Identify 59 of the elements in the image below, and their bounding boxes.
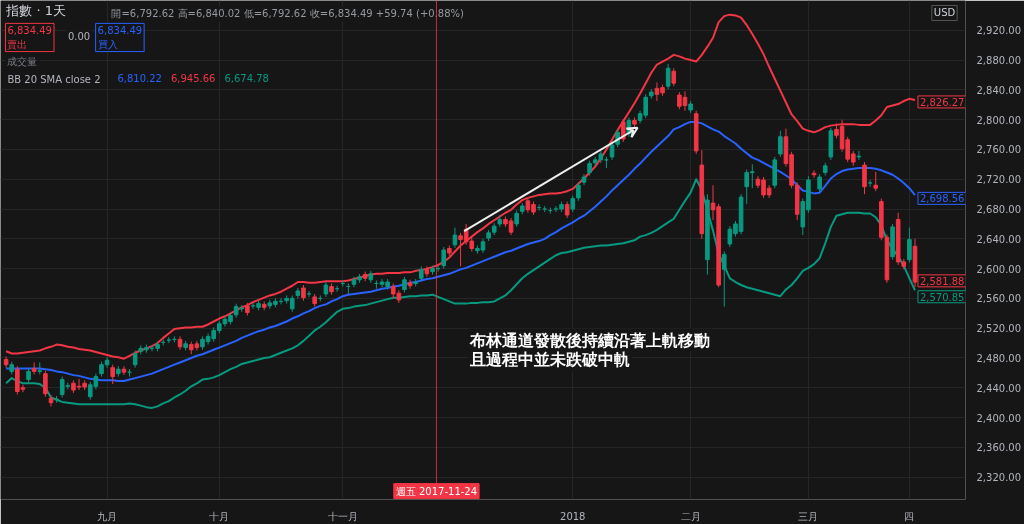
- x-tick-label: 十月: [209, 510, 230, 522]
- annotation: BB 20 SMA close 2: [7, 74, 101, 86]
- annotation: 成交量: [7, 56, 38, 68]
- text: 2,698.56: [919, 193, 965, 205]
- y-tick-label: 2,400.00: [976, 412, 1022, 424]
- annotation: 週五 2017-11-24: [395, 485, 478, 497]
- candlestick: [441, 246, 447, 270]
- x-tick-label: 十一月: [327, 510, 358, 522]
- annotation: 0.00: [67, 31, 91, 43]
- text: USD: [933, 7, 956, 19]
- y-tick-label: 2,800.00: [976, 114, 1022, 126]
- y-tick-label: 2,760.00: [976, 144, 1022, 156]
- text: 2,826.27: [919, 96, 965, 108]
- x-tick-label: 2018: [560, 510, 586, 522]
- y-tick-label: 2,560.00: [976, 293, 1022, 305]
- chart-title: 指數 · 1天: [5, 3, 67, 19]
- x-tick-label: 四: [904, 510, 915, 522]
- line-series: [5, 178, 917, 409]
- annotation: 6,834.49 賣出: [7, 25, 52, 50]
- y-tick-label: 2,720.00: [976, 174, 1022, 186]
- candlestick: [121, 365, 127, 376]
- candlestick: [862, 161, 867, 195]
- candlestick: [665, 63, 671, 90]
- text: 2,581.88: [919, 275, 965, 287]
- y-tick-label: 2,920.00: [976, 25, 1022, 37]
- candlestick: [576, 181, 581, 202]
- y-tick-label: 2,640.00: [976, 233, 1022, 245]
- annotation: 6,674.78: [224, 73, 269, 85]
- candlestick: [452, 227, 458, 249]
- annotation: 6,810.22: [117, 73, 162, 85]
- text: 2,570.85: [919, 291, 965, 303]
- candlestick: [856, 150, 862, 161]
- candlestick: [873, 171, 879, 192]
- x-tick-label: 九月: [97, 510, 118, 522]
- y-tick-label: 2,600.00: [976, 263, 1022, 275]
- x-tick-label: 三月: [798, 510, 819, 522]
- candlestick: [778, 130, 783, 158]
- candlestick: [867, 179, 873, 188]
- y-tick-label: 2,360.00: [976, 442, 1022, 454]
- annotation: 6,834.49 買入: [97, 25, 143, 50]
- y-tick-label: 2,880.00: [976, 55, 1022, 67]
- candlestick: [3, 356, 9, 369]
- candlestick: [907, 227, 912, 264]
- y-tick-label: 2,520.00: [976, 323, 1022, 335]
- y-tick-label: 2,480.00: [976, 352, 1022, 364]
- candlestick: [110, 364, 115, 385]
- y-tick-label: 2,440.00: [976, 382, 1022, 394]
- y-tick-label: 2,840.00: [976, 84, 1022, 96]
- annotation: 6,945.66: [170, 73, 216, 85]
- candlestick: [721, 250, 727, 308]
- candlestick: [424, 265, 430, 278]
- annotation: 且過程中並未跌破中軌: [469, 350, 631, 370]
- candlestick: [407, 279, 413, 290]
- candlestick: [43, 370, 48, 398]
- candlestick: [306, 290, 312, 298]
- y-tick-label: 2,320.00: [976, 472, 1022, 484]
- annotation: 布林通道發散後持續沿著上軌移動: [469, 330, 711, 350]
- x-tick-label: 二月: [680, 510, 701, 522]
- y-tick-label: 2,680.00: [976, 204, 1022, 216]
